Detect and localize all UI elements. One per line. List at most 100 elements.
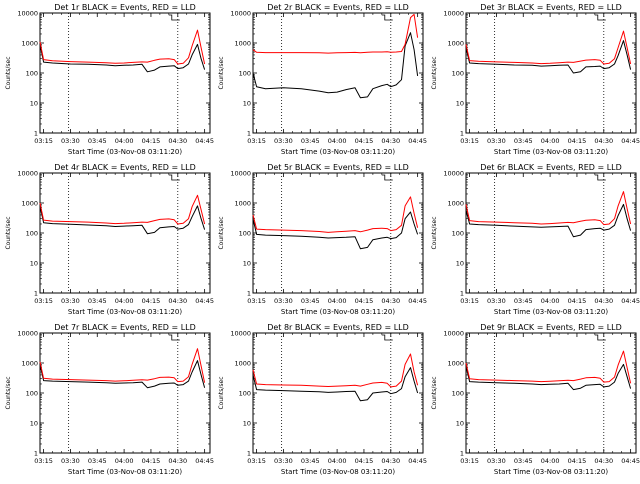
- y-axis-label: Counts/sec: [5, 216, 12, 249]
- plot-frame: [252, 12, 424, 134]
- chart-title: Det 4r BLACK = Events, RED = LLD: [54, 163, 196, 172]
- y-tick-label: 10: [243, 100, 251, 108]
- x-tick-label: 04:45: [408, 297, 427, 305]
- plot-frame: [465, 332, 637, 454]
- chart-title: Det 9r BLACK = Events, RED = LLD: [480, 323, 622, 332]
- y-tick-label: 10000: [443, 10, 464, 18]
- y-tick-label: 10000: [443, 170, 464, 178]
- x-tick-label: 03:15: [247, 457, 266, 465]
- events-rate-line: [465, 40, 632, 74]
- lld-rate-line: [252, 13, 419, 54]
- x-tick-label: 04:00: [115, 137, 134, 145]
- x-tick-label: 04:00: [328, 457, 347, 465]
- y-axis-label: Counts/sec: [431, 376, 438, 409]
- x-tick-label: 03:45: [301, 457, 320, 465]
- x-tick-label: 03:15: [34, 137, 53, 145]
- state-marker-glyph: [168, 174, 180, 181]
- x-tick-label: 04:15: [142, 297, 161, 305]
- y-tick-label: 100: [452, 390, 464, 398]
- x-tick-label: 04:15: [355, 137, 374, 145]
- y-tick-label: 10000: [230, 10, 251, 18]
- x-tick-label: 04:30: [594, 137, 613, 145]
- events-rate-line: [465, 363, 632, 391]
- state-marker-glyph: [594, 334, 606, 341]
- x-axis-label: Start Time (03-Nov-08 03:11:20): [494, 308, 608, 316]
- state-marker-glyph: [594, 174, 606, 181]
- chart-title: Det 6r BLACK = Events, RED = LLD: [480, 163, 622, 172]
- chart-title: Det 3r BLACK = Events, RED = LLD: [480, 3, 622, 12]
- events-rate-line: [252, 32, 419, 99]
- x-tick-label: 04:45: [195, 137, 214, 145]
- x-tick-label: 03:15: [460, 137, 479, 145]
- y-tick-label: 1000: [21, 200, 38, 208]
- y-tick-label: 10: [456, 100, 464, 108]
- y-tick-label: 100: [239, 70, 251, 78]
- x-tick-label: 04:30: [168, 457, 187, 465]
- plot-frame: [465, 172, 637, 294]
- y-tick-label: 1000: [21, 40, 38, 48]
- y-tick-label: 1000: [21, 360, 38, 368]
- y-tick-label: 1: [460, 450, 464, 458]
- detector-panel: Det 1r BLACK = Events, RED = LLD Start Ti…: [5, 3, 214, 156]
- y-tick-label: 1000: [234, 40, 251, 48]
- x-tick-label: 04:30: [381, 457, 400, 465]
- x-axis-label: Start Time (03-Nov-08 03:11:20): [281, 148, 395, 156]
- detector-panel: Det 2r BLACK = Events, RED = LLD Start Ti…: [218, 3, 427, 156]
- x-tick-label: 04:45: [621, 297, 640, 305]
- x-tick-label: 03:30: [61, 457, 80, 465]
- y-tick-label: 10000: [443, 330, 464, 338]
- y-tick-label: 100: [26, 390, 38, 398]
- y-tick-label: 1: [460, 290, 464, 298]
- plot-frame: [252, 172, 424, 294]
- y-axis-label: Counts/sec: [218, 376, 225, 409]
- x-tick-label: 04:00: [541, 457, 560, 465]
- x-tick-label: 04:30: [168, 297, 187, 305]
- x-tick-label: 04:30: [168, 137, 187, 145]
- y-axis-label: Counts/sec: [431, 56, 438, 89]
- state-marker-glyph: [381, 14, 393, 21]
- x-axis-label: Start Time (03-Nov-08 03:11:20): [68, 308, 182, 316]
- y-tick-label: 10000: [230, 170, 251, 178]
- x-tick-label: 03:30: [61, 137, 80, 145]
- y-tick-label: 1: [460, 130, 464, 138]
- detector-panel: Det 7r BLACK = Events, RED = LLD Start Ti…: [5, 323, 214, 476]
- y-tick-label: 1000: [447, 360, 464, 368]
- y-axis-label: Counts/sec: [5, 376, 12, 409]
- plot-frame: [39, 332, 211, 454]
- x-tick-label: 03:45: [514, 137, 533, 145]
- y-tick-label: 1: [34, 130, 38, 138]
- state-marker-glyph: [381, 334, 393, 341]
- y-tick-label: 10000: [17, 10, 38, 18]
- x-axis-label: Start Time (03-Nov-08 03:11:20): [68, 468, 182, 476]
- plot-frame: [39, 172, 211, 294]
- x-tick-label: 04:45: [195, 457, 214, 465]
- x-tick-label: 04:15: [568, 297, 587, 305]
- x-tick-label: 04:00: [115, 457, 134, 465]
- y-tick-label: 10: [243, 260, 251, 268]
- events-rate-line: [39, 360, 206, 389]
- x-tick-label: 04:00: [328, 137, 347, 145]
- x-tick-label: 03:30: [61, 297, 80, 305]
- chart-title: Det 5r BLACK = Events, RED = LLD: [267, 163, 409, 172]
- y-tick-label: 100: [452, 70, 464, 78]
- x-tick-label: 04:30: [594, 457, 613, 465]
- lld-rate-line: [252, 196, 419, 233]
- lld-rate-line: [39, 29, 206, 65]
- x-axis-label: Start Time (03-Nov-08 03:11:20): [281, 308, 395, 316]
- x-tick-label: 04:45: [621, 457, 640, 465]
- x-tick-label: 03:45: [301, 297, 320, 305]
- y-tick-label: 1000: [234, 360, 251, 368]
- y-tick-label: 1000: [447, 40, 464, 48]
- x-tick-label: 04:15: [568, 137, 587, 145]
- y-tick-label: 1: [34, 450, 38, 458]
- x-axis-label: Start Time (03-Nov-08 03:11:20): [494, 468, 608, 476]
- lld-rate-line: [252, 353, 419, 388]
- detector-panel: Det 5r BLACK = Events, RED = LLD Start Ti…: [218, 163, 427, 316]
- x-tick-label: 04:45: [195, 297, 214, 305]
- x-tick-label: 03:45: [514, 297, 533, 305]
- y-tick-label: 100: [26, 230, 38, 238]
- events-rate-line: [465, 203, 632, 238]
- x-tick-label: 04:15: [355, 297, 374, 305]
- x-tick-label: 04:00: [541, 137, 560, 145]
